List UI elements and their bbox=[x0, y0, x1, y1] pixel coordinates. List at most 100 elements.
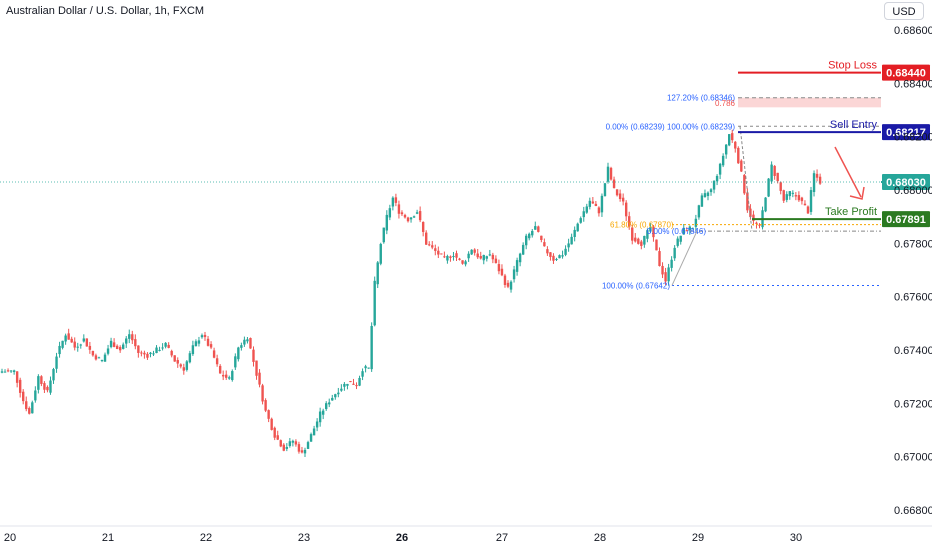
candle-body bbox=[673, 247, 676, 259]
candle-body bbox=[252, 349, 255, 362]
levels-layer: Stop Loss 0.68440 Sell Entry 0.68217 Take Pr… bbox=[0, 60, 930, 228]
candle-body bbox=[634, 237, 637, 242]
candle-body bbox=[812, 173, 816, 193]
candle-body bbox=[276, 435, 279, 440]
candle-body bbox=[364, 366, 367, 369]
candle-body bbox=[788, 191, 791, 197]
candle-body bbox=[37, 376, 40, 390]
candle-body bbox=[606, 166, 610, 182]
price-tick-label: 0.67200 bbox=[894, 398, 932, 410]
candle-body bbox=[125, 338, 128, 344]
current-price-price-text: 0.68030 bbox=[886, 177, 926, 189]
candle-body bbox=[334, 394, 337, 398]
candle-body bbox=[285, 447, 289, 449]
candle-body bbox=[682, 227, 685, 235]
candle-body bbox=[391, 197, 395, 207]
price-tick-label: 0.68600 bbox=[894, 25, 932, 37]
candle-body bbox=[734, 141, 737, 149]
take-profit-label: Take Profit bbox=[825, 206, 877, 218]
price-axis[interactable]: 0.68600 0.68400 0.68200 0.68000 0.67800 0.676… bbox=[894, 25, 932, 517]
candle-body bbox=[655, 239, 658, 251]
sell-entry-price-text: 0.68217 bbox=[886, 127, 926, 139]
price-tick-label: 0.68400 bbox=[894, 78, 932, 90]
candle-body bbox=[573, 229, 576, 237]
candle-body bbox=[91, 350, 95, 356]
candle-body bbox=[712, 180, 716, 190]
candle-body bbox=[700, 195, 704, 207]
candle-body bbox=[534, 226, 537, 230]
time-tick-label: 23 bbox=[298, 532, 310, 544]
candle-body bbox=[558, 255, 561, 259]
time-tick-label: 21 bbox=[102, 532, 114, 544]
candle-body bbox=[603, 183, 607, 197]
candle-body bbox=[115, 345, 119, 350]
candle-body bbox=[640, 241, 643, 246]
candle-body bbox=[667, 267, 670, 282]
candle-body bbox=[164, 342, 167, 347]
currency-button[interactable]: USD bbox=[884, 2, 924, 20]
candle-body bbox=[367, 367, 370, 369]
candle-body bbox=[809, 190, 813, 212]
price-tick-label: 0.67000 bbox=[894, 452, 932, 464]
candle-body bbox=[249, 337, 252, 349]
chart-title: Australian Dollar / U.S. Dollar, 1h, FXC… bbox=[6, 5, 205, 17]
candle-body bbox=[555, 258, 558, 260]
fib-extension-zone bbox=[738, 97, 881, 108]
candle-body bbox=[97, 357, 101, 359]
candle-body bbox=[140, 352, 143, 354]
price-tick-label: 0.67800 bbox=[894, 238, 932, 250]
candle-body bbox=[155, 347, 158, 354]
candle-body bbox=[785, 194, 788, 200]
candle-body bbox=[467, 253, 470, 259]
candle-body bbox=[291, 440, 295, 443]
candle-body bbox=[428, 244, 431, 246]
candle-body bbox=[61, 340, 64, 348]
candle-body bbox=[118, 347, 122, 351]
candle-body bbox=[721, 155, 725, 166]
candle-body bbox=[303, 449, 307, 454]
candle-body bbox=[337, 392, 340, 395]
candle-body bbox=[624, 202, 628, 217]
candle-body bbox=[176, 360, 179, 364]
candle-body bbox=[146, 353, 149, 358]
candle-body bbox=[470, 249, 473, 255]
candle-body bbox=[258, 372, 261, 385]
candle-body bbox=[9, 370, 13, 372]
candle-body bbox=[225, 374, 228, 378]
candle-body bbox=[394, 197, 398, 203]
time-axis[interactable]: 20 21 22 23 26 27 28 29 30 bbox=[0, 525, 932, 544]
candle-body bbox=[661, 265, 664, 275]
candle-body bbox=[515, 260, 519, 272]
fib-label-127: 127.20% (0.68346) bbox=[667, 94, 735, 103]
fib-trend-line bbox=[739, 126, 753, 232]
candle-body bbox=[282, 444, 285, 451]
candle-body bbox=[546, 249, 549, 254]
candle-body bbox=[815, 173, 819, 178]
candle-body bbox=[485, 256, 488, 259]
candle-body bbox=[28, 408, 31, 414]
sell-entry-label: Sell Entry bbox=[830, 119, 878, 131]
candle-body bbox=[476, 253, 479, 258]
candle-body bbox=[212, 350, 216, 358]
candle-body bbox=[434, 248, 437, 251]
candle-body bbox=[237, 347, 240, 360]
candle-body bbox=[343, 383, 346, 387]
candle-body bbox=[264, 400, 267, 411]
candle-body bbox=[703, 193, 707, 198]
candle-body bbox=[58, 345, 61, 355]
candle-body bbox=[376, 262, 379, 285]
candle-body bbox=[576, 223, 579, 232]
candle-body bbox=[540, 235, 543, 241]
price-tick-label: 0.67400 bbox=[894, 345, 932, 357]
candle-body bbox=[194, 341, 198, 347]
candle-body bbox=[297, 444, 301, 452]
candle-body bbox=[203, 334, 207, 338]
candle-body bbox=[400, 212, 404, 215]
candle-body bbox=[179, 364, 182, 367]
candle-body bbox=[679, 235, 682, 242]
candle-body bbox=[73, 341, 76, 348]
candle-body bbox=[567, 243, 570, 248]
candle-body bbox=[158, 349, 161, 351]
fib-trend-line bbox=[671, 230, 698, 286]
